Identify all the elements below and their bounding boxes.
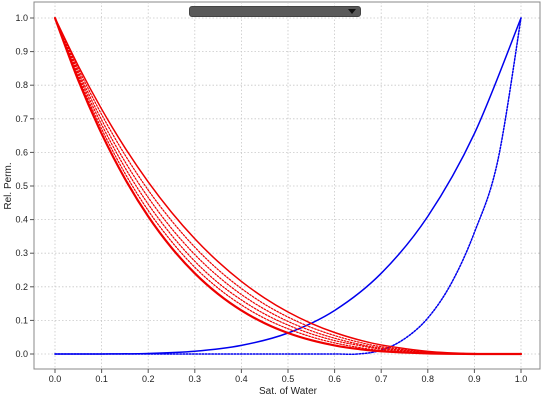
x-tick-label: 1.0 bbox=[515, 374, 528, 384]
x-tick-label: 0.3 bbox=[189, 374, 202, 384]
x-tick-label: 0.5 bbox=[282, 374, 295, 384]
x-axis-ticks: 0.0 0.1 0.2 0.3 0.4 0.5 0.6 0.7 0.8 0.9 1.0 bbox=[49, 369, 528, 384]
oil-relperm-line-6 bbox=[54, 17, 522, 355]
x-tick-label: 0.4 bbox=[235, 374, 248, 384]
y-tick-label: 0.8 bbox=[15, 80, 28, 90]
x-tick-label: 0.7 bbox=[375, 374, 388, 384]
x-tick-label: 0.6 bbox=[328, 374, 341, 384]
chevron-down-icon[interactable] bbox=[348, 9, 356, 14]
water-relperm-line-1 bbox=[54, 17, 522, 356]
x-tick-label: 0.1 bbox=[95, 374, 108, 384]
oil-relperm-line-3 bbox=[54, 17, 522, 355]
y-tick-label: 0.3 bbox=[15, 248, 28, 258]
series-selector-dropdown[interactable] bbox=[189, 6, 361, 17]
x-tick-label: 0.0 bbox=[49, 374, 62, 384]
x-axis-title: Sat. of Water bbox=[259, 386, 318, 397]
y-tick-label: 0.0 bbox=[15, 349, 28, 359]
oil-relperm-line-7 bbox=[54, 17, 522, 355]
grid-layer bbox=[34, 2, 540, 369]
plot-area bbox=[33, 1, 541, 370]
y-tick-label: 0.9 bbox=[15, 47, 28, 57]
x-tick-label: 0.2 bbox=[142, 374, 155, 384]
y-tick-label: 0.2 bbox=[15, 282, 28, 292]
x-tick-label: 0.9 bbox=[468, 374, 481, 384]
y-axis-title: Rel. Perm. bbox=[3, 162, 14, 209]
oil-relperm-line-5 bbox=[54, 17, 522, 355]
oil-relperm-line-2 bbox=[53, 16, 523, 356]
oil-relperm-line-4 bbox=[54, 17, 522, 355]
series-layer bbox=[53, 16, 523, 356]
y-tick-label: 0.5 bbox=[15, 181, 28, 191]
y-tick-label: 0.6 bbox=[15, 147, 28, 157]
y-axis-ticks: 0.0 0.1 0.2 0.3 0.4 0.5 0.6 0.7 0.8 0.9 1.0 bbox=[15, 13, 34, 359]
y-tick-label: 0.7 bbox=[15, 114, 28, 124]
x-tick-label: 0.8 bbox=[422, 374, 435, 384]
y-tick-label: 0.1 bbox=[15, 315, 28, 325]
y-tick-label: 1.0 bbox=[15, 13, 28, 23]
y-tick-label: 0.4 bbox=[15, 215, 28, 225]
